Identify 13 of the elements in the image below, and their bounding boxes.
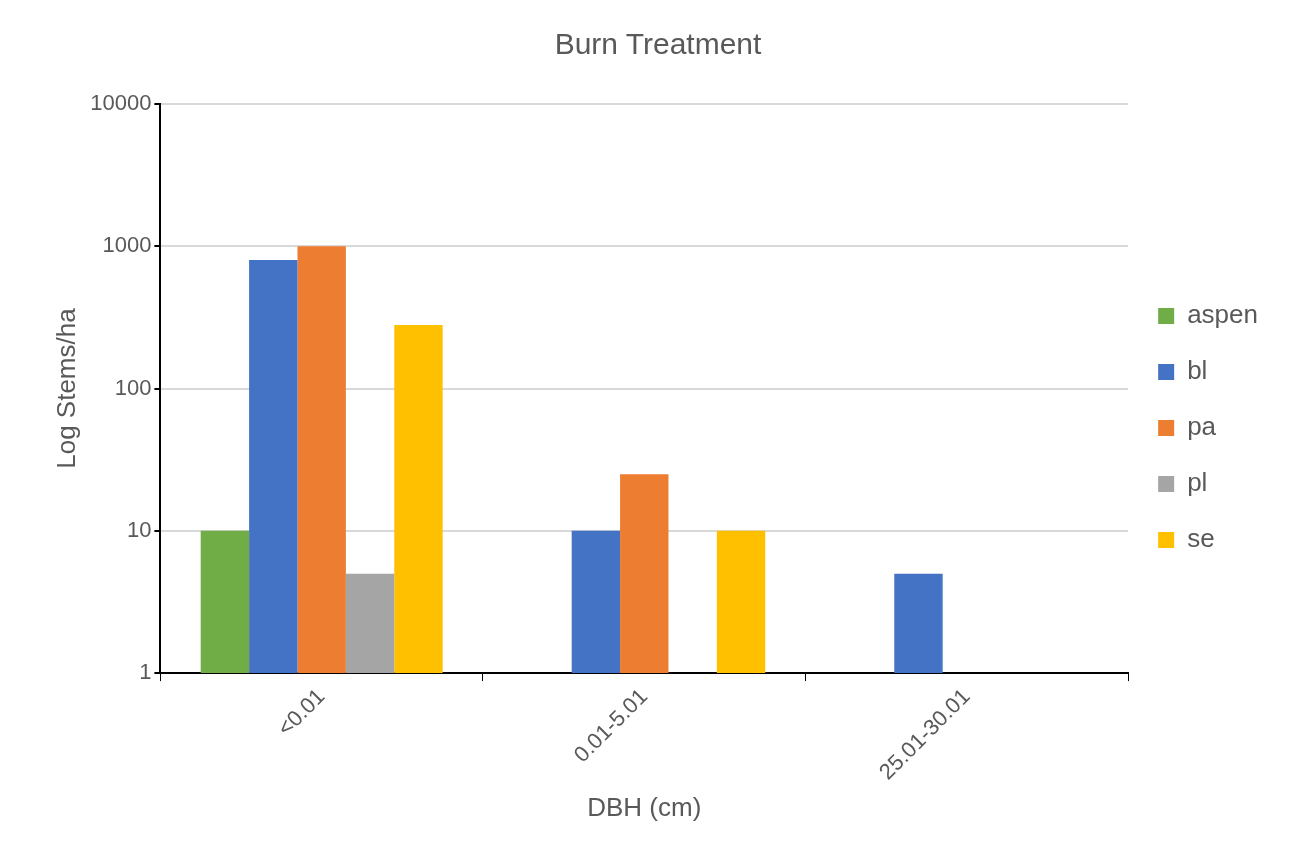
y-tick-label: 1	[139, 659, 152, 685]
legend-label: aspen	[1187, 299, 1258, 330]
legend-label: pa	[1187, 411, 1217, 442]
y-tick-label: 1000	[102, 232, 152, 258]
x-axis-title: DBH (cm)	[587, 791, 702, 822]
legend-label: pl	[1187, 467, 1208, 498]
y-tick-label: 10	[126, 516, 152, 542]
y-axis-title: Log Stems/ha	[50, 307, 81, 469]
legend-label: bl	[1187, 355, 1208, 386]
y-tick-label: 10000	[90, 90, 152, 116]
legend-label: se	[1187, 523, 1215, 554]
chart-title: Burn Treatment	[554, 27, 763, 61]
y-tick-label: 100	[114, 374, 152, 400]
